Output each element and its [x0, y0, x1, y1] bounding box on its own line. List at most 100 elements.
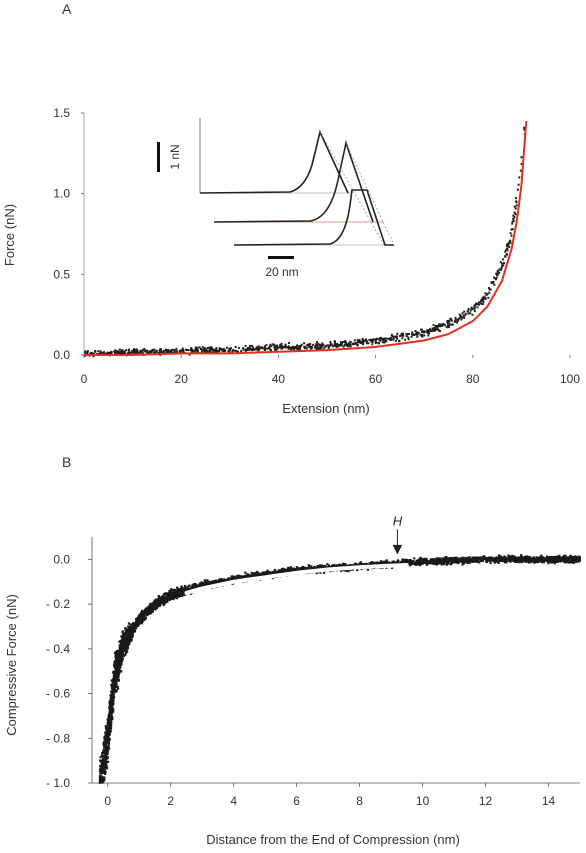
panel-a-data-point	[375, 337, 378, 340]
panel-b-data-point	[105, 726, 108, 729]
panel-b-data-point	[106, 735, 109, 738]
panel-a-data-point	[440, 324, 443, 327]
panel-a-y-tick-label: 0.5	[53, 267, 70, 281]
panel-b-data-point	[128, 642, 131, 646]
panel-a-data-point	[414, 332, 417, 335]
panel-b-data-point	[181, 594, 184, 597]
panel-b-data-point	[451, 559, 454, 562]
panel-b-data-point	[102, 755, 105, 758]
panel-b-data-point	[135, 620, 138, 623]
panel-a-data-point	[369, 339, 372, 342]
panel-b-data-point	[428, 562, 431, 565]
panel-a-data-point	[228, 347, 231, 350]
panel-b-data-point	[554, 557, 557, 560]
panel-b-data-point	[379, 561, 382, 564]
panel-a-data-point	[493, 283, 496, 286]
panel-a-data-point	[246, 346, 249, 349]
panel-b-data-point	[475, 559, 478, 562]
panel-a-data-point	[322, 344, 325, 347]
panel-b-data-point	[425, 557, 428, 560]
panel-a-data-point	[321, 345, 324, 348]
panel-b-data-point	[556, 557, 559, 561]
panel-b-data-point	[151, 602, 154, 605]
panel-b-data-point	[550, 555, 553, 559]
panel-b-data-point	[119, 655, 122, 658]
panel-a-data-point	[127, 349, 130, 352]
panel-a-data-point	[194, 349, 197, 352]
panel-b-data-point	[273, 570, 276, 574]
panel-b-data-point	[220, 577, 223, 581]
panel-b-data-point	[444, 558, 447, 562]
panel-a-data-point	[258, 348, 261, 351]
panel-b-data-point	[574, 560, 578, 563]
panel-b-data-point	[547, 562, 550, 565]
panel-b-data-point	[188, 584, 191, 587]
panel-a-xlabel: Extension (nm)	[282, 401, 369, 416]
panel-a-data-point	[333, 340, 336, 343]
panel-a-data-point	[215, 348, 218, 351]
panel-b-data-point	[116, 671, 119, 674]
panel-b-data-point	[298, 567, 302, 570]
panel-b-data-point	[455, 560, 458, 563]
panel-a-data-point	[514, 213, 517, 216]
panel-b-data-point	[117, 665, 121, 668]
panel-b-data-point	[172, 597, 175, 601]
panel-a-data-point	[254, 348, 257, 351]
panel-b-data-point	[135, 618, 138, 621]
panel-a-data-point	[522, 126, 525, 129]
panel-b-data-point	[254, 572, 257, 575]
panel-a-data-point	[411, 331, 414, 334]
panel-b-data-point	[533, 559, 536, 562]
panel-a-data-point	[331, 345, 334, 348]
panel-a-data-point	[362, 343, 365, 346]
panel-b-data-point	[567, 556, 570, 559]
panel-b-data-point	[124, 639, 127, 643]
panel-b-data-point	[569, 554, 572, 557]
panel-a-data-point	[463, 316, 466, 319]
panel-b-data-point	[129, 638, 132, 641]
panel-b-data-point	[399, 561, 402, 564]
panel-b-data-point	[570, 555, 573, 558]
panel-b-data-point	[109, 717, 112, 720]
panel-b-data-point	[526, 558, 530, 561]
panel-a-data-point	[504, 255, 507, 258]
panel-a-data-point	[426, 329, 429, 332]
panel-a-data-point	[448, 322, 451, 325]
panel-b-data-point	[193, 582, 196, 586]
panel-a-label: A	[62, 1, 72, 17]
panel-a-data-point	[432, 327, 435, 330]
panel-b-data-point	[109, 694, 112, 697]
panel-a-data-point	[284, 346, 287, 349]
panel-a-y-tick-label: 1.5	[53, 106, 70, 120]
panel-b-data-point	[147, 610, 150, 614]
panel-b-data-point	[507, 555, 511, 558]
panel-a-data-point	[115, 351, 118, 354]
panel-b-data-point	[141, 612, 144, 615]
panel-b-data-point	[139, 621, 142, 624]
panel-a-data-point	[307, 343, 310, 346]
panel-b-data-point	[425, 559, 428, 563]
panel-b-data-point	[402, 558, 405, 561]
panel-b-data-point	[401, 558, 404, 561]
panel-b-data-point	[99, 764, 102, 768]
panel-b-data-point	[115, 662, 118, 665]
panel-a-data-point	[441, 323, 444, 326]
panel-a-data-point	[498, 268, 501, 271]
panel-a-data-point	[274, 346, 277, 349]
panel-a-data-point	[432, 329, 435, 332]
panel-b-data-point	[170, 588, 173, 591]
panel-b-data-point	[103, 779, 106, 782]
panel-a-data-point	[473, 310, 476, 313]
panel-a-data-point	[209, 347, 212, 350]
panel-b-data-point	[407, 560, 410, 563]
panel-b-data-point	[229, 577, 233, 580]
panel-b-data-point	[157, 601, 160, 604]
panel-b-data-point	[126, 633, 129, 636]
panel-b-data-point	[114, 660, 117, 663]
panel-a-data-point	[314, 345, 317, 348]
panel-a-data-point	[367, 342, 370, 345]
panel-b-data-point	[203, 579, 207, 583]
panel-b-data-point	[114, 653, 117, 656]
panel-b-data-point	[115, 669, 118, 672]
panel-b-data-point	[497, 554, 501, 557]
